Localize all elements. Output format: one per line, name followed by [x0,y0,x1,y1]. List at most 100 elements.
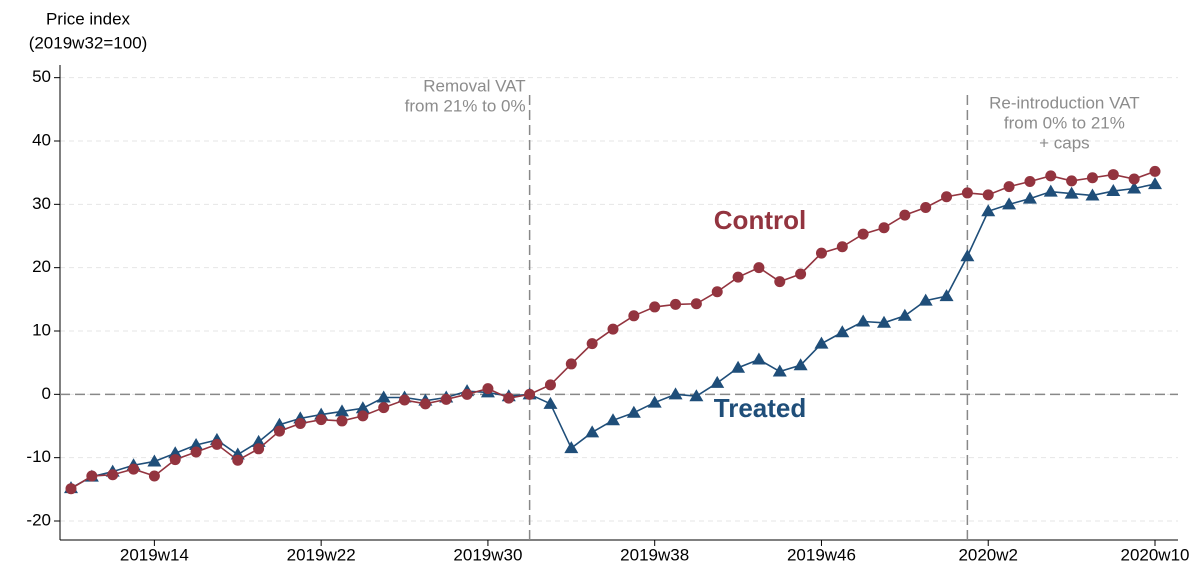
marker [878,222,890,234]
marker [148,470,160,482]
marker [273,425,285,437]
marker [668,387,683,400]
annotation: + caps [1039,133,1090,152]
y-axis-title: (2019w32=100) [29,33,148,52]
y-tick-label: -10 [26,447,51,466]
marker [960,249,975,262]
marker [626,405,641,418]
marker [65,483,77,495]
y-tick-label: 40 [32,130,51,149]
x-tick-label: 2019w14 [120,545,189,563]
annotation: from 0% to 21% [1004,113,1125,132]
marker [399,394,411,406]
marker [835,325,850,338]
marker [1024,176,1036,188]
marker [751,352,766,365]
marker [586,338,598,350]
marker [731,360,746,373]
marker [335,404,349,417]
x-tick-label: 2019w30 [453,545,522,563]
marker [189,438,204,450]
marker [503,392,515,404]
marker [941,191,953,203]
marker [565,358,577,370]
marker [128,463,140,475]
x-tick-label: 2020w2 [958,545,1018,563]
marker [981,204,996,217]
marker [1045,170,1057,182]
y-tick-label: 30 [32,194,51,213]
marker [272,417,287,430]
marker [232,454,244,466]
marker [1043,184,1058,197]
marker [774,276,786,288]
marker [647,395,662,408]
x-tick-label: 2019w38 [620,545,689,563]
marker [1128,173,1140,185]
marker [607,323,619,335]
marker [169,454,181,466]
series-label: Treated [714,393,807,423]
marker [544,379,556,391]
marker [1022,191,1037,204]
marker [628,310,640,322]
marker [689,389,704,402]
marker [190,446,202,458]
marker [710,375,725,388]
marker [294,417,306,429]
marker [168,446,183,459]
marker [856,314,871,327]
marker [585,425,600,438]
y-axis-title: Price index [46,9,131,28]
marker [419,398,431,410]
marker [1064,186,1079,199]
marker [982,189,994,201]
marker [649,301,661,313]
annotation: Re-introduction VAT [989,93,1140,112]
marker [147,454,162,467]
marker [1002,197,1017,210]
marker [814,336,829,349]
marker [315,414,327,426]
marker [961,187,973,199]
marker [711,286,723,298]
marker [482,383,494,395]
marker [793,358,808,371]
marker [815,247,827,259]
marker [877,315,891,328]
x-tick-label: 2019w22 [287,545,356,563]
marker [357,410,369,422]
annotation: Removal VAT [423,76,525,95]
marker [1003,181,1015,193]
y-tick-label: 0 [42,384,51,403]
y-tick-label: 50 [32,67,51,86]
marker [86,470,98,482]
marker [753,262,765,274]
marker [836,241,848,253]
x-tick-label: 2020w10 [1120,545,1189,563]
marker [939,289,954,302]
marker [524,388,536,400]
marker [251,434,266,447]
marker [253,443,265,455]
marker [564,441,579,454]
marker [1066,175,1078,187]
marker [336,415,348,427]
series-line [70,183,1156,489]
marker [918,293,933,306]
marker [355,401,370,414]
y-tick-label: 10 [32,320,51,339]
marker [606,413,620,426]
marker [690,298,702,310]
y-tick-label: 20 [32,257,51,276]
marker [1085,188,1100,201]
annotation: from 21% to 0% [405,96,526,115]
marker [376,390,391,403]
marker [107,469,119,481]
marker [211,438,223,450]
marker [461,388,473,400]
marker [1086,172,1098,184]
marker [440,393,452,405]
series-label: Control [714,205,806,235]
